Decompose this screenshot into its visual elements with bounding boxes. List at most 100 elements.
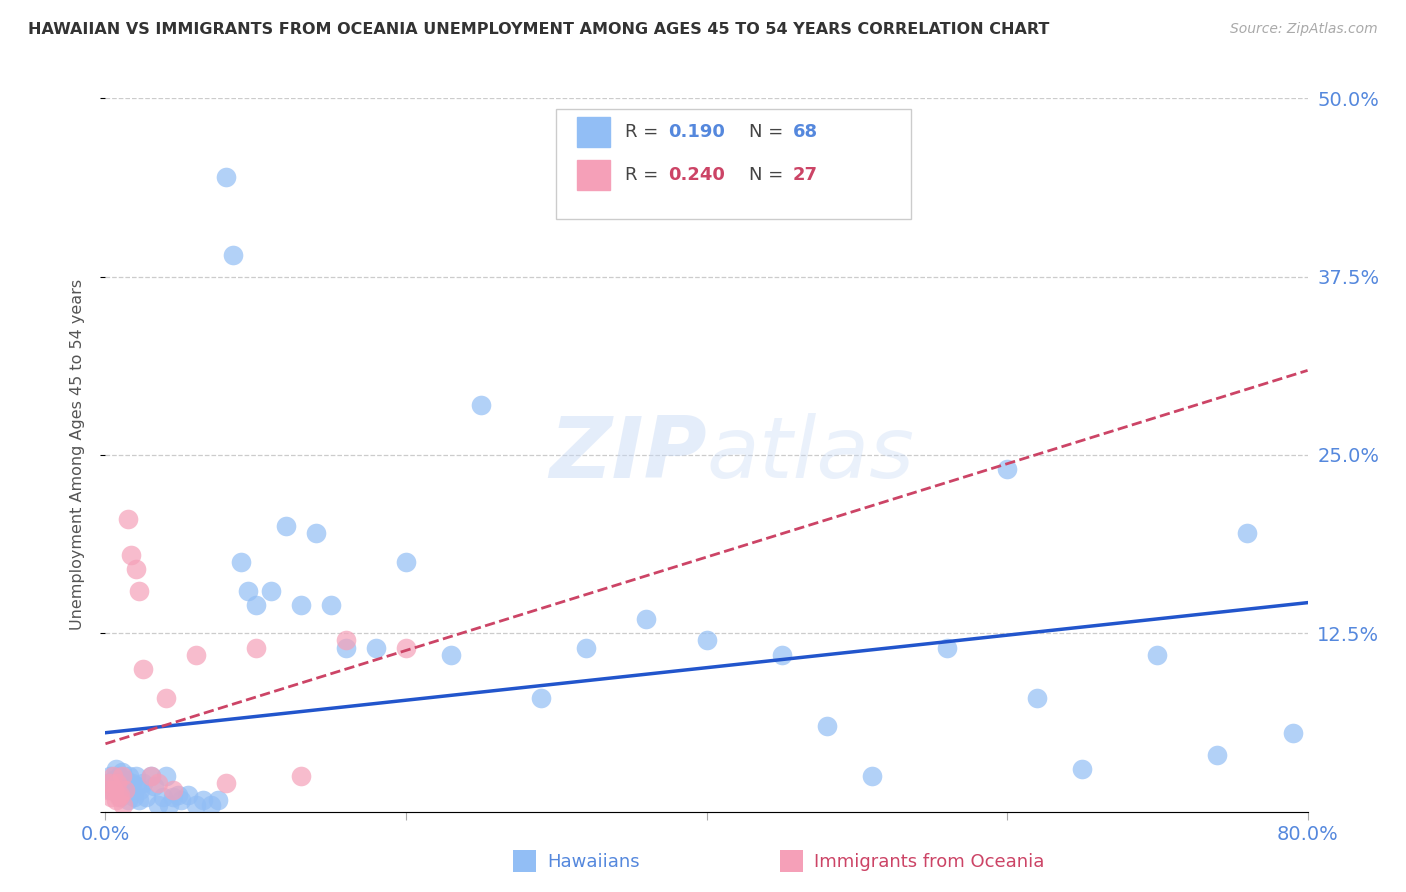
Point xyxy=(107,776,129,790)
Point xyxy=(98,769,121,783)
Point xyxy=(166,788,188,802)
Point xyxy=(115,773,138,788)
Point xyxy=(104,793,127,807)
Point xyxy=(1281,726,1303,740)
Point xyxy=(101,769,124,783)
Point xyxy=(162,790,184,805)
Point xyxy=(162,783,184,797)
Point xyxy=(139,769,162,783)
Point xyxy=(107,776,129,790)
Point xyxy=(139,769,162,783)
Text: R =: R = xyxy=(624,123,664,141)
Point xyxy=(114,783,136,797)
Point xyxy=(110,790,132,805)
Point xyxy=(146,797,169,812)
Text: HAWAIIAN VS IMMIGRANTS FROM OCEANIA UNEMPLOYMENT AMONG AGES 45 TO 54 YEARS CORRE: HAWAIIAN VS IMMIGRANTS FROM OCEANIA UNEM… xyxy=(28,22,1049,37)
Point xyxy=(335,633,357,648)
Point xyxy=(184,797,207,812)
Point xyxy=(860,769,883,783)
Point xyxy=(117,793,139,807)
Point xyxy=(129,783,152,797)
Point xyxy=(1236,526,1258,541)
Point xyxy=(229,555,252,569)
Point xyxy=(111,769,134,783)
Point xyxy=(118,769,141,783)
Point xyxy=(142,779,165,793)
Point xyxy=(395,640,418,655)
Point xyxy=(100,790,122,805)
Point xyxy=(305,526,328,541)
Point xyxy=(108,769,131,783)
Point xyxy=(103,779,125,793)
Bar xyxy=(576,118,610,147)
Point xyxy=(155,690,177,705)
Point xyxy=(132,662,155,676)
Point xyxy=(177,788,200,802)
Point xyxy=(274,519,297,533)
Text: Hawaiians: Hawaiians xyxy=(547,853,640,871)
Point xyxy=(122,790,145,805)
Point xyxy=(290,598,312,612)
Point xyxy=(222,248,245,262)
Point xyxy=(1206,747,1229,762)
Point xyxy=(245,598,267,612)
Text: atlas: atlas xyxy=(707,413,914,497)
Point xyxy=(157,797,180,812)
Point xyxy=(770,648,793,662)
Point xyxy=(114,779,136,793)
Point xyxy=(100,783,122,797)
Point xyxy=(152,790,174,805)
Point xyxy=(245,640,267,655)
Text: R =: R = xyxy=(624,166,664,184)
Point xyxy=(364,640,387,655)
Point xyxy=(290,769,312,783)
Text: ZIP: ZIP xyxy=(548,413,707,497)
Bar xyxy=(576,161,610,190)
Point xyxy=(117,512,139,526)
Point xyxy=(696,633,718,648)
Point xyxy=(636,612,658,626)
Point xyxy=(1071,762,1094,776)
Point xyxy=(111,764,134,779)
Point xyxy=(146,776,169,790)
Point xyxy=(128,793,150,807)
Point xyxy=(121,776,143,790)
Point xyxy=(135,790,157,805)
Y-axis label: Unemployment Among Ages 45 to 54 years: Unemployment Among Ages 45 to 54 years xyxy=(70,279,84,631)
Point xyxy=(319,598,342,612)
Point xyxy=(101,773,124,788)
Text: 0.240: 0.240 xyxy=(668,166,725,184)
Point xyxy=(1146,648,1168,662)
Point xyxy=(155,769,177,783)
Point xyxy=(112,797,135,812)
Point xyxy=(470,398,492,412)
Point xyxy=(169,793,191,807)
Point xyxy=(995,462,1018,476)
Point xyxy=(575,640,598,655)
Point xyxy=(124,769,146,783)
Point xyxy=(1026,690,1049,705)
Point xyxy=(125,779,148,793)
FancyBboxPatch shape xyxy=(557,109,911,219)
Point xyxy=(260,583,283,598)
Point xyxy=(214,169,236,184)
Point xyxy=(184,648,207,662)
Point xyxy=(191,793,214,807)
Point xyxy=(104,762,127,776)
Text: N =: N = xyxy=(748,166,789,184)
Point xyxy=(120,548,142,562)
Point xyxy=(936,640,959,655)
Point xyxy=(98,776,121,790)
Point xyxy=(120,783,142,797)
Point xyxy=(97,776,120,790)
Point xyxy=(530,690,553,705)
Point xyxy=(207,793,229,807)
Point xyxy=(815,719,838,733)
Point xyxy=(112,783,135,797)
Point xyxy=(132,776,155,790)
Point xyxy=(440,648,463,662)
Point xyxy=(395,555,418,569)
Text: Immigrants from Oceania: Immigrants from Oceania xyxy=(814,853,1045,871)
Text: 68: 68 xyxy=(793,123,818,141)
Text: Source: ZipAtlas.com: Source: ZipAtlas.com xyxy=(1230,22,1378,37)
